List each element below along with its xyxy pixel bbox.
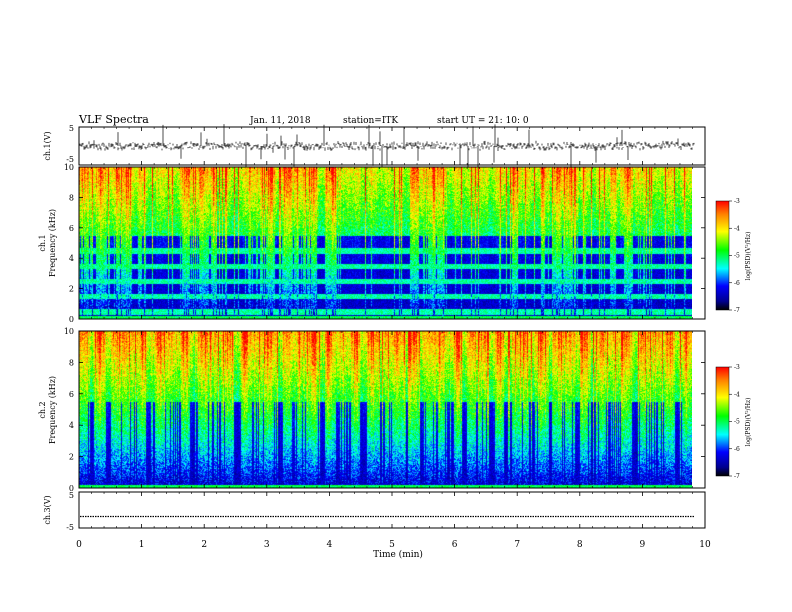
ch2-colorbar — [715, 366, 730, 477]
y-tick-label: 0 — [69, 484, 74, 493]
ch1-waveform-ylabel: ch.1(V) — [43, 131, 52, 160]
date-label: Jan. 11, 2018 — [249, 116, 311, 126]
ch3-ytick-top: 5 — [69, 491, 74, 500]
y-tick-label: 4 — [69, 421, 74, 430]
y-tick-label: 0 — [69, 315, 74, 324]
ch1-colorbar — [715, 200, 730, 311]
ch2-spectrogram-yticks: 0 2 4 6 8 10 — [64, 327, 705, 493]
y-tick-label: 2 — [69, 453, 74, 462]
ch1-waveform-line — [79, 124, 695, 169]
colorbar-tick-label: -7 — [734, 473, 740, 480]
ch3-ytick-bottom: -5 — [66, 523, 74, 532]
ch1-ytick-bottom: -5 — [66, 155, 74, 164]
ch3-waveform-panel: 5 -5 ch.3(V) — [43, 491, 706, 532]
x-tick-label: 2 — [201, 540, 207, 550]
ch1-waveform-trace — [79, 124, 695, 169]
colorbar-tick-label: -7 — [734, 307, 740, 314]
ch2-colorbar-label: log(PSD)(V²/Hz) — [745, 398, 752, 447]
ch2-colorbar-ticks: -3 -4 -5 -6 -7 — [729, 364, 740, 480]
time-axis-label: Time (min) — [373, 549, 423, 560]
y-tick-label: 6 — [69, 390, 74, 399]
x-tick-label: 8 — [577, 540, 583, 550]
ch2-spectrogram-image — [79, 331, 692, 488]
ch1-spectrogram-image — [79, 167, 692, 319]
ch1-waveform-panel: 5 -5 ch.1(V) — [43, 124, 706, 169]
y-tick-label: 10 — [64, 163, 74, 172]
x-tick-label: 0 — [76, 540, 82, 550]
x-tick-label: 6 — [452, 540, 458, 550]
ch2-spectrogram-ylabel: Frequency (kHz) — [48, 376, 57, 444]
figure-title: VLF Spectra — [78, 113, 149, 126]
ch2-spectrogram-channel-label: ch.2 — [38, 401, 47, 418]
ch1-waveform-frame — [78, 126, 706, 166]
colorbar-tick-label: -3 — [734, 198, 740, 205]
y-tick-label: 8 — [69, 193, 74, 202]
start-time-label: start UT = 21: 10: 0 — [437, 116, 529, 126]
colorbar-tick-label: -4 — [734, 225, 740, 232]
x-tick-label: 4 — [327, 540, 333, 550]
time-axis-ticks: 0 1 2 3 4 5 6 7 8 9 10 — [76, 127, 711, 550]
x-tick-label: 7 — [514, 540, 520, 550]
ch3-waveform-ylabel: ch.3(V) — [43, 495, 52, 524]
colorbar-tick-label: -5 — [734, 419, 740, 426]
colorbar-tick-label: -6 — [734, 280, 740, 287]
colorbar-tick-label: -4 — [734, 391, 740, 398]
y-tick-label: 8 — [69, 358, 74, 367]
colorbar-tick-label: -6 — [734, 446, 740, 453]
ch1-spectrogram-ylabel: Frequency (kHz) — [48, 209, 57, 277]
ch1-colorbar-label: log(PSD)(V²/Hz) — [745, 232, 752, 281]
y-tick-label: 10 — [64, 327, 74, 336]
ch1-spectrogram-channel-label: ch.1 — [38, 234, 47, 251]
y-tick-label: 6 — [69, 224, 74, 233]
x-tick-label: 9 — [640, 540, 646, 550]
colorbar-tick-label: -5 — [734, 253, 740, 260]
ch1-spectrogram-yticks: 0 2 4 6 8 10 — [64, 163, 705, 324]
station-label: station=ITK — [343, 116, 398, 126]
x-tick-label: 3 — [264, 540, 270, 550]
x-tick-label: 5 — [389, 540, 395, 550]
ch3-waveform-frame — [78, 491, 706, 529]
y-tick-label: 2 — [69, 285, 74, 294]
ch1-colorbar-ticks: -3 -4 -5 -6 -7 — [729, 198, 740, 314]
x-tick-label: 10 — [699, 540, 711, 550]
x-tick-label: 1 — [139, 540, 145, 550]
ch1-ytick-top: 5 — [69, 124, 74, 133]
colorbar-tick-label: -3 — [734, 364, 740, 371]
y-tick-label: 4 — [69, 254, 74, 263]
